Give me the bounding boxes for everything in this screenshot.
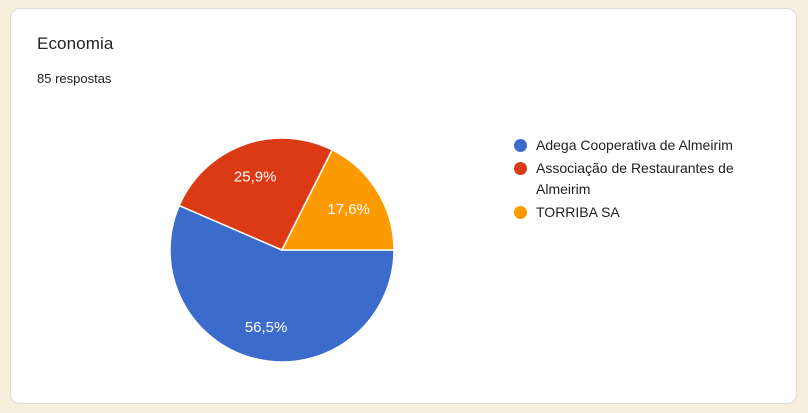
legend-label: Adega Cooperativa de Almeirim — [536, 137, 733, 153]
pie-slice-percentage-label: 17,6% — [327, 201, 370, 218]
legend-label: Associação de Restaurantes de Almeirim — [536, 160, 734, 197]
pie-slice-associacao[interactable] — [178, 137, 334, 251]
pie-slice-adega[interactable] — [169, 204, 395, 363]
legend-item: Associação de Restaurantes de Almeirim — [514, 158, 776, 200]
pie-slice-percentage-label: 25,9% — [234, 169, 277, 186]
legend-label: TORRIBA SA — [536, 204, 620, 220]
legend-swatch-icon — [514, 206, 527, 219]
pie-slice-percentage-label: 56,5% — [245, 319, 288, 336]
legend-item: Adega Cooperativa de Almeirim — [514, 135, 776, 156]
legend-item: TORRIBA SA — [514, 202, 776, 223]
legend-swatch-icon — [514, 162, 527, 175]
pie-chart-svg: 56,5% 25,9% 17,6% — [169, 137, 395, 363]
response-count: 85 respostas — [37, 71, 112, 86]
pie-slice-torriba[interactable] — [280, 148, 395, 251]
legend-swatch-icon — [514, 139, 527, 152]
question-summary-card: Economia 85 respostas 56,5% 25,9% 17,6% Ad… — [10, 8, 797, 404]
chart-legend: Adega Cooperativa de Almeirim Associação… — [514, 135, 776, 225]
pie-chart: 56,5% 25,9% 17,6% — [152, 120, 412, 380]
question-title: Economia — [37, 34, 114, 53]
